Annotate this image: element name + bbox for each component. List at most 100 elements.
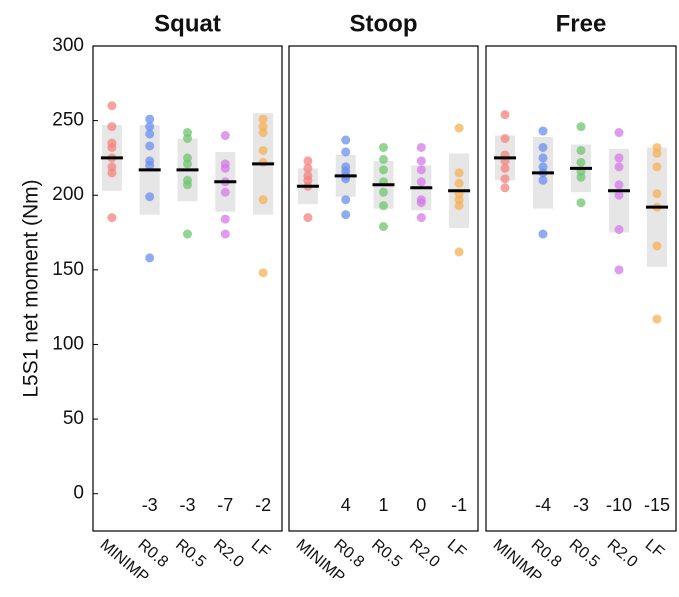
data-point [220,229,230,239]
x-tick-label: LF [444,536,469,561]
data-point [258,268,268,278]
data-point [379,154,388,164]
y-tick-label: 150 [52,259,84,280]
data-point [416,213,426,223]
data-point [538,229,548,239]
data-point [652,162,662,172]
data-point [258,195,268,205]
data-point [145,114,155,124]
data-point [258,114,268,124]
data-point [500,110,510,120]
data-point [107,101,117,111]
data-point [416,165,426,175]
data-point [500,163,510,173]
panel-frame [288,45,479,532]
data-point [379,142,388,152]
data-point [576,157,586,167]
x-tick-label: R2.0 [604,536,641,571]
data-point [576,145,586,155]
data-point [416,198,426,208]
data-point [303,163,313,173]
y-tick-label: 300 [52,35,84,56]
x-tick-label: R0.5 [566,536,603,571]
data-point [220,187,230,197]
data-point [614,180,624,190]
data-point [614,128,624,138]
x-tick-label: LF [642,536,667,561]
difference-label: 4 [341,495,351,515]
data-point [652,314,662,324]
data-point [454,178,464,188]
data-point [614,225,624,235]
panel-frame [92,45,283,532]
data-point [145,122,155,132]
x-tick-label: R2.0 [406,536,443,571]
difference-label: -3 [142,495,158,515]
data-point [145,253,155,263]
data-point [258,145,268,155]
data-point [341,135,351,145]
data-point [652,241,662,251]
panel-title: Stoop [350,10,418,37]
data-point [379,222,388,232]
panel-title: Squat [154,10,221,37]
data-point [416,142,426,152]
data-point [183,180,192,190]
data-point [538,142,548,152]
data-point [538,175,548,185]
data-point [538,153,548,163]
data-point [576,172,586,182]
data-point [454,168,464,178]
data-point [416,177,426,187]
data-point [145,141,155,151]
data-point [183,229,192,239]
difference-label: -3 [573,495,589,515]
panel-title: Free [556,10,607,37]
data-point [220,131,230,141]
data-point [454,123,464,133]
difference-label: -15 [644,495,670,515]
data-point [145,160,155,170]
difference-label: -1 [451,495,467,515]
difference-label: -10 [606,495,632,515]
data-point [454,201,464,211]
data-point [538,126,548,136]
data-point [145,129,155,139]
data-point [220,163,230,173]
data-point [341,210,351,220]
x-tick-label: LF [248,536,273,561]
y-tick-label: 100 [52,333,84,354]
data-point [652,189,662,199]
data-point [614,162,624,172]
data-point [379,187,388,197]
y-tick-label: 50 [63,408,84,429]
x-tick-label: R2.0 [210,536,247,571]
data-point [220,214,230,224]
data-point [303,213,313,223]
difference-label: -7 [217,495,233,515]
y-tick-label: 250 [52,110,84,131]
difference-label: -4 [535,495,551,515]
x-tick-label: R0.5 [368,536,405,571]
data-point [107,122,117,132]
difference-label: -3 [179,495,195,515]
panel-frame [485,45,677,532]
data-point [500,134,510,144]
data-point [341,147,351,157]
data-point [416,156,426,166]
data-point [379,165,388,175]
data-point [145,192,155,202]
data-point [183,134,192,144]
data-point [379,201,388,211]
data-point [652,148,662,158]
difference-label: 0 [416,495,426,515]
data-point [107,142,117,152]
x-tick-label: R0.5 [172,536,209,571]
difference-label: -2 [255,495,271,515]
data-point [454,247,464,257]
y-tick-label: 200 [52,184,84,205]
data-point [576,122,586,132]
y-tick-label: 0 [73,483,84,504]
data-point [500,174,510,184]
